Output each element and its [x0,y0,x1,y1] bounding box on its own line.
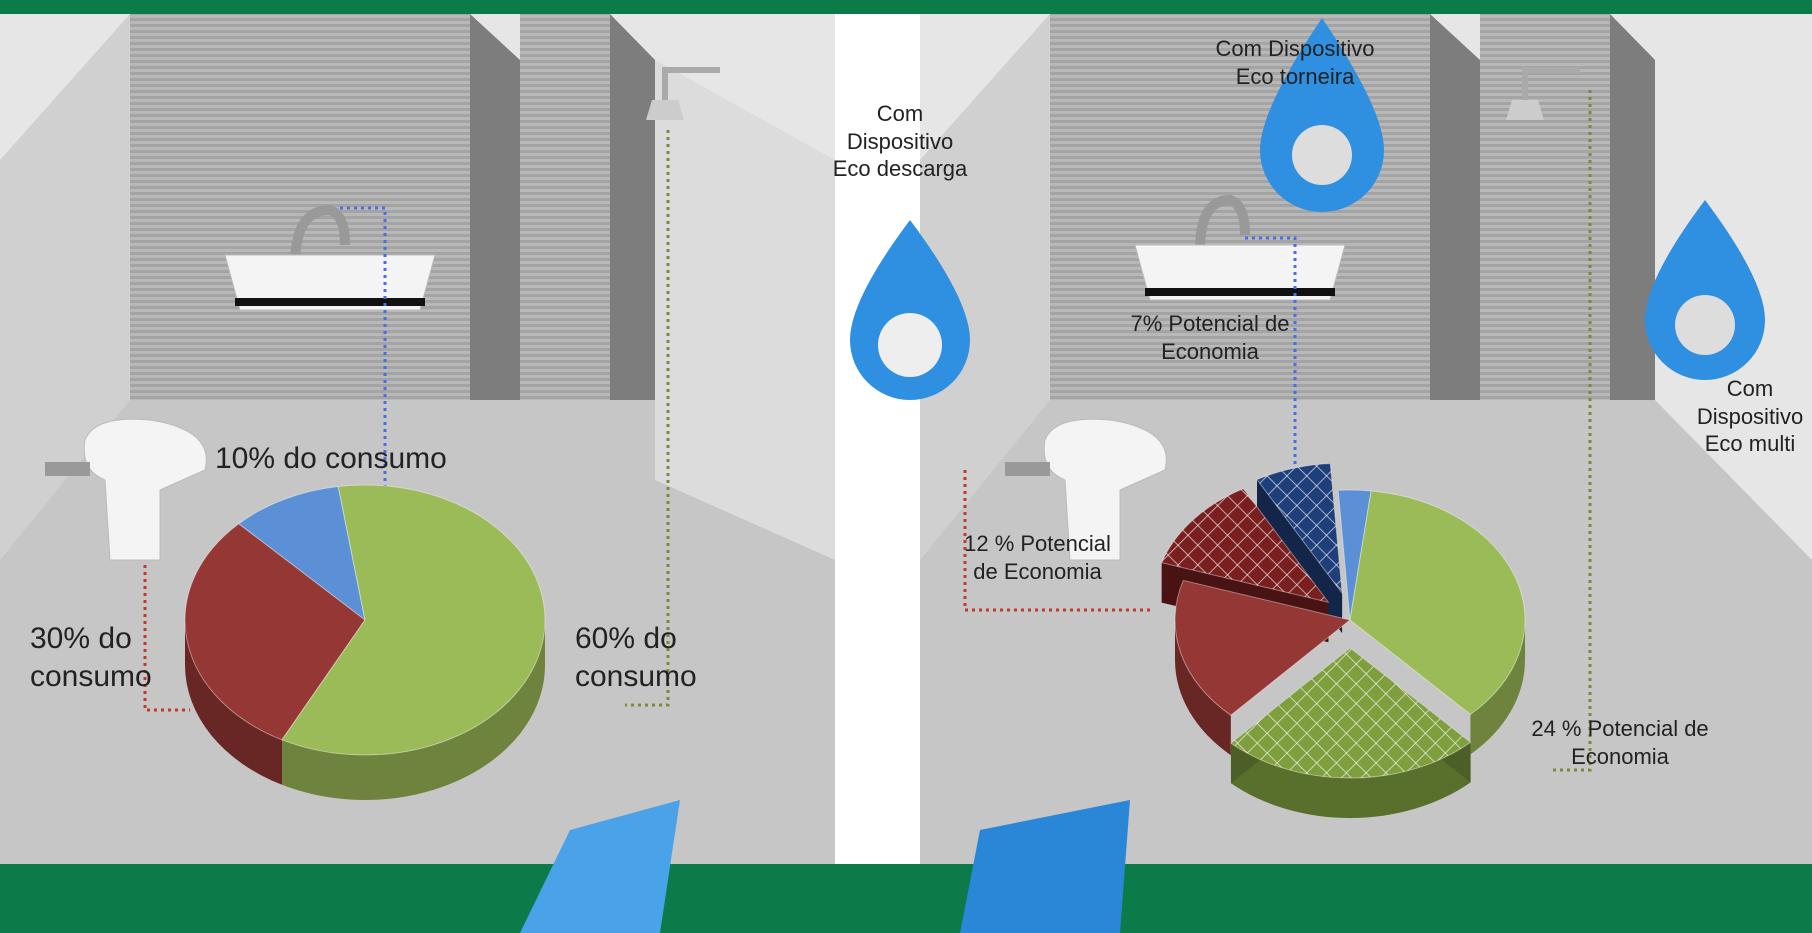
pie-slice-side [1175,620,1231,756]
toilet [1005,418,1167,561]
pie-slice [1174,579,1352,716]
arrow [520,800,680,933]
leader [1245,236,1297,530]
arrow [960,800,1130,933]
data-label: 24 % Potencial de Economia [1531,716,1709,769]
toilet [45,418,207,561]
pie-slice [184,523,366,741]
pie-slice-hatch [1230,647,1471,778]
data-label: 30% do consumo [30,622,152,693]
data-label: 12 % Potencial de Economia [964,531,1111,584]
leader [963,470,1150,612]
shower [1506,67,1580,120]
pie-slice-side [1470,620,1525,755]
data-label: 60% do consumo [575,622,697,693]
pie-slice [281,484,546,756]
annotation: Com Dispositivo Eco torneira [1215,36,1375,89]
pie-slice-hatch [1161,488,1329,603]
sink [224,204,436,311]
data-label: 7% Potencial de Economia [1130,311,1290,364]
data-label: 10% do consumo [215,442,447,475]
shower [646,67,720,120]
pies [184,462,1526,818]
device-drop [850,18,1765,400]
pie-slice [237,485,366,622]
pie-slice [1349,490,1526,715]
pie-slice-hatch [1257,463,1343,594]
pie-slice-side [282,620,545,800]
pie-slice-side [185,620,283,785]
leader [625,130,670,707]
annotation: Com Dispositivo Eco descarga [832,101,968,181]
pie-slice [1337,489,1372,621]
leader [340,206,387,510]
leader [143,565,190,712]
sink [1134,194,1346,301]
leader [1550,90,1592,772]
annotation: Com Dispositivo Eco multi [1696,376,1804,456]
pie-slice-side [1230,742,1471,818]
